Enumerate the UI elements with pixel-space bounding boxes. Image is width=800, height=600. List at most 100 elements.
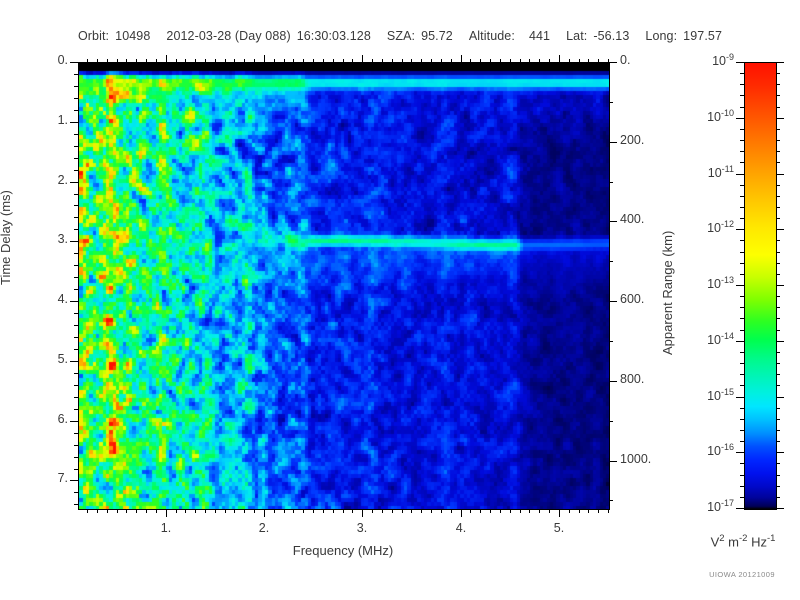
x-tick-minor-top [382,59,383,63]
colorbar-tick-minor-right [776,475,780,476]
x-tick-minor [146,509,147,513]
x-tick-minor [500,509,501,513]
x-tick-major [264,509,265,517]
y-tick-label-text: 2. [57,173,68,187]
x-tick-minor-top [451,59,452,63]
x-tick-major [559,509,560,517]
ionogram-plot-area[interactable] [78,62,610,510]
y-tick-major [70,301,78,302]
colorbar-tick-minor-right [776,497,780,498]
colorbar-tick-minor [740,129,744,130]
x-tick-major [461,509,462,517]
colorbar-tick-minor [740,95,744,96]
x-tick-minor [225,509,226,513]
colorbar-tick-minor-right [776,73,780,74]
x-tick-minor [598,509,599,513]
x-tick-minor-top [117,59,118,63]
x-tick-minor-top [343,59,344,63]
colorbar-tick-minor-right [776,318,780,319]
x-tick-minor-top [284,59,285,63]
x-tick-minor [510,509,511,513]
y-tick-minor [74,433,78,434]
colorbar-tick-major-right [776,452,784,453]
y-tick-minor [74,337,78,338]
colorbar-tick-minor [740,330,744,331]
colorbar-tick-major [736,118,744,119]
colorbar-tick-minor [740,107,744,108]
x-tick-minor [579,509,580,513]
colorbar-tick-minor [740,430,744,431]
colorbar-tick-major-right [776,285,784,286]
colorbar-tick-major [736,508,744,509]
colorbar-tick-minor-right [776,296,780,297]
x-tick-minor [136,509,137,513]
x-tick-minor-top [176,59,177,63]
y-tick-label-text: 6. [57,412,68,426]
x-tick-label: 4. [455,521,467,535]
colorbar-tick-minor-right [776,129,780,130]
x-tick-minor-top [402,59,403,63]
colorbar[interactable] [744,62,777,510]
header-long-label: Long: [645,29,678,43]
ionogram-heatmap-canvas[interactable] [79,63,609,509]
x-tick-minor-top [490,59,491,63]
colorbar-tick-minor [740,408,744,409]
x-tick-minor [215,509,216,513]
x-tick-minor [451,509,452,513]
y-tick-label-text: 4. [57,292,68,306]
x-tick-minor [480,509,481,513]
x-tick-minor [185,509,186,513]
y-tick-minor [74,86,78,87]
colorbar-tick-minor-right [776,252,780,253]
y-tick-minor [74,110,78,111]
x-tick-minor-top [569,59,570,63]
y-tick-minor [74,253,78,254]
y-axis-title: Time Delay (ms) [0,190,13,285]
y2-tick-major [609,461,617,462]
colorbar-tick-minor [740,296,744,297]
colorbar-tick-minor [740,352,744,353]
y-tick-minor [74,158,78,159]
colorbar-tick-minor [740,385,744,386]
y-tick-major [70,182,78,183]
colorbar-tick-minor [740,441,744,442]
x-axis-title: Frequency (MHz) [292,543,394,558]
colorbar-tick-exponent: -14 [720,331,734,341]
y2-tick-minor [609,102,613,103]
colorbar-tick-minor [740,475,744,476]
colorbar-tick-label-text: 10-15 [707,387,734,404]
y-tick-minor [74,194,78,195]
credit-text: UIOWA 20121009 [709,570,775,579]
y-tick-minor [74,349,78,350]
x-tick-minor-top [392,59,393,63]
colorbar-tick-minor [740,263,744,264]
colorbar-tick-exponent: -13 [720,275,734,285]
x-tick-minor-top [234,59,235,63]
x-tick-minor-top [156,59,157,63]
plot-header: Orbit: 10498 2012-03-28 (Day 088) 16:30:03.… [0,29,800,43]
y-tick-minor [74,445,78,446]
y2-tick-major [609,221,617,222]
x-tick-minor [87,509,88,513]
colorbar-tick-major [736,285,744,286]
y2-tick-label-text: 800. [620,372,645,386]
colorbar-tick-minor [740,140,744,141]
colorbar-tick-minor [740,240,744,241]
x-tick-minor [176,509,177,513]
colorbar-tick-label-text: 10-12 [707,219,734,236]
y-tick-minor [74,325,78,326]
colorbar-tick-exponent: -12 [720,219,734,229]
x-tick-major-top [166,55,167,63]
x-tick-minor [608,509,609,513]
y-tick-minor [74,265,78,266]
y-tick-minor [74,457,78,458]
y2-tick-label-text: 200. [620,133,645,147]
y2-axis-title: Apparent Range (km) [660,230,675,355]
y-tick-minor [74,98,78,99]
colorbar-tick-major-right [776,118,784,119]
colorbar-tick-minor-right [776,463,780,464]
y-tick-label-text: 3. [57,232,68,246]
header-long: Long: 197.57 [645,29,722,43]
colorbar-tick-minor-right [776,84,780,85]
x-tick-major-top [461,55,462,63]
